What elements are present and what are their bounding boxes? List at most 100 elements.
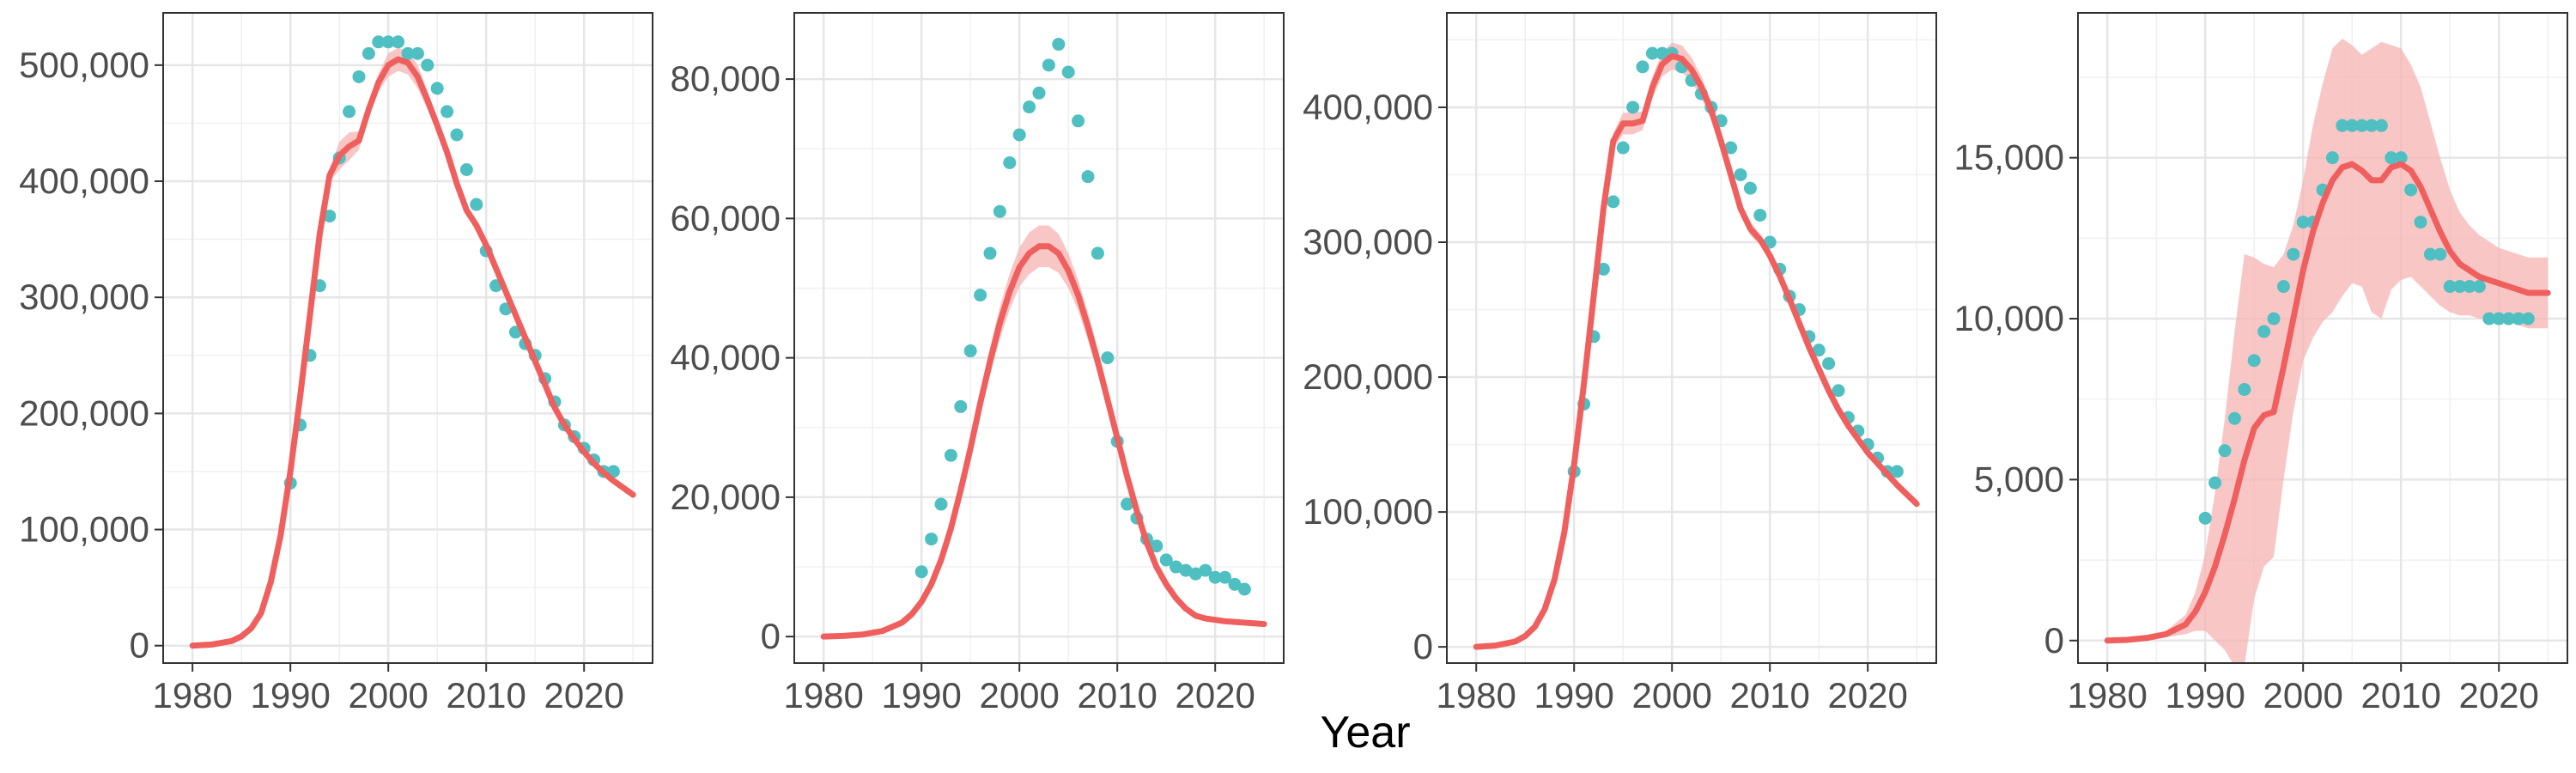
panel-3: 1980 1990 2000 2010 2020 0 100,000 200,000 300,0… [1303,12,1937,715]
y-tick-label: 200,000 [1303,356,1433,397]
observed-point [934,497,948,511]
observed-point [450,128,464,142]
panel-border [162,12,653,664]
observed-point [1237,582,1251,596]
observed-point [1081,170,1095,184]
observed-point [914,565,928,579]
observed-point [974,289,987,302]
fitted-line [1473,52,1920,650]
observed-point [1101,351,1115,365]
observed-point [459,162,473,176]
y-tick-label: 60,000 [671,198,781,238]
observed-point [963,344,977,358]
y-tick-label: 200,000 [19,393,149,433]
x-tick-label: 2000 [979,675,1059,715]
fitted-line [189,56,636,649]
x-tick-label: 2020 [2458,675,2538,715]
x-tick-label: 1990 [881,675,961,715]
observed-point [1003,155,1017,169]
observed-point [1890,465,1904,478]
observed-point [2423,247,2437,261]
observed-point [381,35,395,49]
x-tick-label: 2010 [446,675,526,715]
y-tick-label: 500,000 [19,45,149,85]
observed-point [372,35,386,49]
y-tick-label: 100,000 [1303,491,1433,532]
gridlines [794,13,1284,663]
observed-point [1072,114,1085,128]
y-tick-label: 400,000 [19,161,149,201]
panel-border [793,12,1285,664]
x-tick-label: 1980 [152,675,232,715]
x-axis-title: Year [1320,708,1410,758]
observed-point [401,46,415,60]
observed-point [1032,86,1046,100]
x-tick-label: 1980 [1436,675,1516,715]
observed-point [2238,382,2251,396]
x-tick-label: 2010 [1077,675,1157,715]
x-tick-label: 1980 [2067,675,2147,715]
panel-background [163,13,653,663]
observed-point [2276,280,2290,294]
y-tick-label: 5,000 [1974,459,2064,499]
observed-point [430,82,444,95]
y-tick-label: 0 [1413,626,1433,666]
x-tick-label: 2010 [1729,675,1809,715]
observed-point [410,46,424,60]
observed-point [2257,325,2271,338]
panel-4: 1980 1990 2000 2010 2020 0 5,000 10,000 15,000 [1954,12,2568,715]
observed-point [392,35,405,49]
observed-point [2218,444,2232,458]
observed-point [1656,46,1669,60]
observed-point [2404,183,2418,197]
x-tick-label: 2000 [2263,675,2342,715]
x-tick-label: 2000 [1631,675,1711,715]
y-tick-label: 100,000 [19,509,149,550]
observed-point [925,533,939,546]
x-tick-label: 2000 [348,675,428,715]
observed-point [1208,570,1222,584]
panel-2: 1980 1990 2000 2010 2020 0 20,000 40,000 60,000 8… [671,12,1285,715]
observed-point [2521,312,2535,326]
observed-point [2394,151,2408,165]
observed-point [2325,151,2339,165]
observed-point [1616,141,1630,155]
panel-background [1447,13,1936,663]
observed-point [1179,563,1193,577]
panels: 1980 1990 2000 2010 2020 0 100,000 200,000 300,0… [19,12,2568,715]
y-tick-label: 40,000 [671,338,781,378]
observed-point [983,247,997,260]
y-tick-label: 80,000 [671,58,781,99]
observed-point [954,399,968,413]
y-tick-label: 15,000 [1954,137,2064,178]
observed-point [1091,247,1104,260]
observed-point [2502,312,2516,326]
observed-point [2247,354,2261,368]
observed-points [283,35,620,490]
observed-point [2385,151,2398,165]
observed-point [2267,312,2281,326]
observed-point [323,210,337,223]
observed-point [440,105,454,119]
observed-point [1822,356,1836,370]
x-tick-label: 1990 [250,675,330,715]
y-tick-label: 20,000 [671,477,781,517]
observed-point [2443,280,2457,294]
gridlines [163,13,653,663]
observed-point [2463,280,2476,294]
observed-point [1636,60,1649,74]
panel-1: 1980 1990 2000 2010 2020 0 100,000 200,000 300,0… [19,12,653,715]
observed-point [1596,262,1610,276]
observed-point [2208,476,2222,490]
panel-background [794,13,1284,663]
axes: 1980 1990 2000 2010 2020 0 100,000 200,000 300,0… [1303,87,1908,715]
observed-point [1743,181,1757,195]
y-tick-label: 0 [761,616,781,656]
observed-point [2345,119,2359,132]
observed-point [1724,141,1738,155]
observed-point [2472,280,2486,294]
x-tick-label: 1990 [1534,675,1613,715]
x-tick-label: 2020 [544,675,623,715]
observed-point [2482,312,2496,326]
